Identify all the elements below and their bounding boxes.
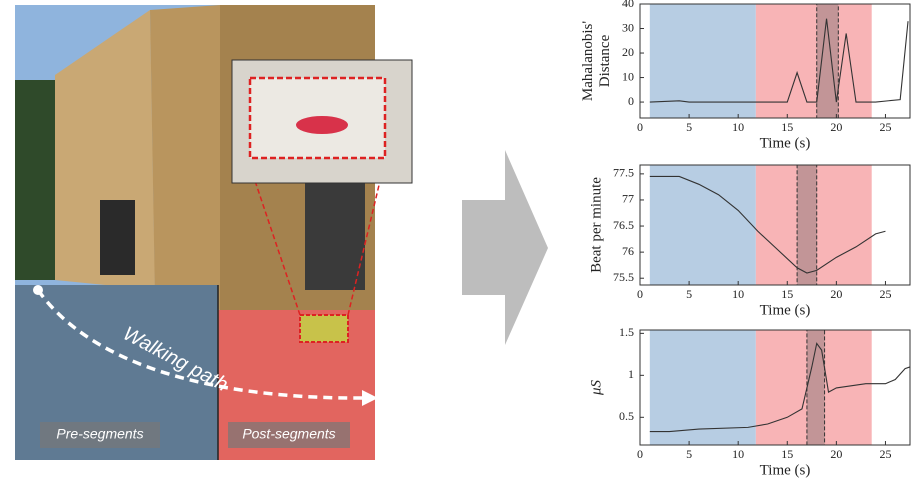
y-tick-label: 75.5	[613, 270, 634, 284]
segment-region	[650, 165, 756, 285]
object	[296, 116, 348, 134]
x-tick-label: 0	[637, 120, 643, 134]
y-tick-label: 0.5	[619, 409, 634, 423]
y-tick-label: 77	[622, 192, 634, 206]
target-box	[300, 315, 348, 342]
highlight-region	[797, 165, 817, 285]
y-axis-label: Mahalanobis'	[580, 21, 596, 101]
chart: 0 5 10 15 20 25 0.5 1 1.5 Time (s) μS	[588, 325, 910, 478]
building-corner	[150, 5, 220, 310]
x-tick-label: 10	[732, 287, 744, 301]
x-axis-label: Time (s)	[760, 302, 811, 318]
flow-arrow	[462, 150, 548, 345]
y-axis-label: μS	[588, 379, 604, 396]
post-label: Post-segments	[242, 426, 335, 442]
x-tick-label: 0	[637, 447, 643, 461]
x-axis-label: Time (s)	[760, 135, 811, 151]
x-tick-label: 5	[686, 287, 692, 301]
x-tick-label: 25	[879, 447, 891, 461]
x-tick-label: 5	[686, 120, 692, 134]
x-tick-label: 15	[781, 120, 793, 134]
y-tick-label: 1	[628, 367, 634, 381]
y-tick-label: 30	[622, 20, 634, 34]
chart: 0 5 10 15 20 25 0 10 20 30 40 Time (s) Mahalanobis'D…	[580, 0, 910, 151]
y-tick-label: 76.5	[613, 218, 634, 232]
x-tick-label: 10	[732, 120, 744, 134]
x-tick-label: 20	[830, 287, 842, 301]
y-tick-label: 40	[622, 0, 634, 10]
y-tick-label: 76	[622, 244, 634, 258]
segment-region	[756, 4, 872, 118]
x-tick-label: 5	[686, 447, 692, 461]
chart: 0 5 10 15 20 25 75.5 76 76.5 77 77.5 Time (s) Beat p…	[588, 165, 910, 318]
x-tick-label: 0	[637, 287, 643, 301]
highlight-region	[817, 4, 839, 118]
y-tick-label: 0	[628, 94, 634, 108]
x-axis-label: Time (s)	[760, 462, 811, 478]
photo: Walking path Pre-segments Post-segments	[15, 5, 412, 460]
canvas: Walking path Pre-segments Post-segments …	[0, 0, 913, 482]
path-start	[33, 285, 43, 295]
figure: Walking path Pre-segments Post-segments …	[0, 0, 913, 482]
x-tick-label: 15	[781, 287, 793, 301]
x-tick-label: 25	[879, 120, 891, 134]
y-tick-label: 10	[622, 69, 634, 83]
window	[305, 180, 365, 290]
y-tick-label: 1.5	[619, 325, 634, 339]
x-tick-label: 15	[781, 447, 793, 461]
x-tick-label: 25	[879, 287, 891, 301]
pre-label: Pre-segments	[56, 426, 143, 442]
y-axis-label: Beat per minute	[588, 177, 604, 273]
y-tick-label: 77.5	[613, 166, 634, 180]
x-tick-label: 20	[830, 120, 842, 134]
door	[100, 200, 135, 275]
y-tick-label: 20	[622, 45, 634, 59]
x-tick-label: 20	[830, 447, 842, 461]
y-axis-label: Distance	[597, 34, 613, 87]
x-tick-label: 10	[732, 447, 744, 461]
